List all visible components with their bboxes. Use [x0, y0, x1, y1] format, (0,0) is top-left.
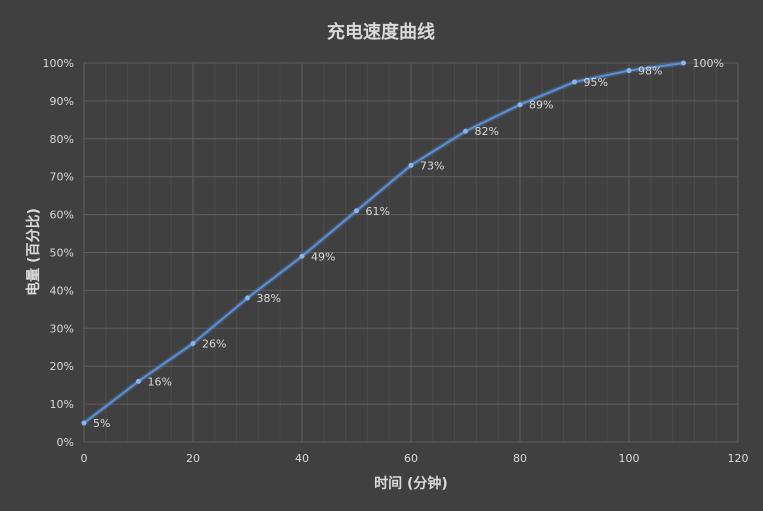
x-tick-label: 20 [186, 452, 200, 465]
series: 5% 16% 26% 38% 49% 61% 73% 82% 89% 95% 98% 100% [81, 57, 724, 430]
data-point [81, 420, 87, 426]
y-tick-label: 70% [50, 171, 74, 184]
y-tick-label: 10% [50, 398, 74, 411]
tick-labels: 0 20 40 60 80 100 120 0% 10% 20% 30% 40% 50% 60% 70% 80… [43, 57, 749, 465]
data-point [136, 378, 141, 384]
data-label: 89% [529, 99, 553, 112]
data-label: 100% [693, 57, 724, 70]
data-point [354, 208, 359, 214]
x-tick-label: 40 [295, 452, 309, 465]
data-label: 73% [420, 159, 444, 172]
data-label: 49% [311, 250, 335, 263]
y-tick-label: 30% [50, 322, 74, 335]
series-line-glow [82, 60, 684, 426]
data-point [408, 162, 414, 168]
y-tick-label: 20% [50, 360, 74, 373]
y-tick-label: 90% [50, 95, 74, 108]
series-line [83, 62, 684, 424]
y-tick-label: 80% [50, 133, 74, 146]
grid [83, 62, 739, 443]
data-point [299, 253, 305, 259]
y-tick-label: 60% [50, 209, 74, 222]
y-axis-label: 电量 (百分比) [25, 208, 42, 296]
x-axis-label: 时间 (分钟) [374, 475, 448, 492]
data-point [517, 102, 523, 108]
data-point [463, 128, 468, 134]
y-tick-label: 100% [43, 57, 74, 70]
data-point [190, 340, 196, 346]
data-label: 16% [148, 375, 172, 388]
x-tick-label: 120 [728, 452, 749, 465]
x-tick-label: 80 [513, 452, 527, 465]
y-tick-label: 50% [50, 247, 74, 260]
data-point [572, 79, 577, 85]
data-label: 61% [366, 205, 390, 218]
data-label: 38% [257, 292, 281, 305]
data-label: 82% [475, 125, 499, 138]
x-tick-label: 0 [81, 452, 88, 465]
data-point [245, 295, 250, 301]
data-point [626, 68, 632, 74]
data-label: 26% [202, 337, 226, 350]
data-label: 98% [638, 65, 662, 78]
x-tick-label: 100 [619, 452, 640, 465]
data-point [681, 60, 686, 66]
y-tick-label: 40% [50, 284, 74, 297]
y-tick-label: 0% [57, 436, 74, 449]
x-tick-label: 60 [404, 452, 418, 465]
data-label: 5% [93, 417, 110, 430]
data-label: 95% [584, 76, 608, 89]
chart-title: 充电速度曲线 [327, 21, 435, 43]
